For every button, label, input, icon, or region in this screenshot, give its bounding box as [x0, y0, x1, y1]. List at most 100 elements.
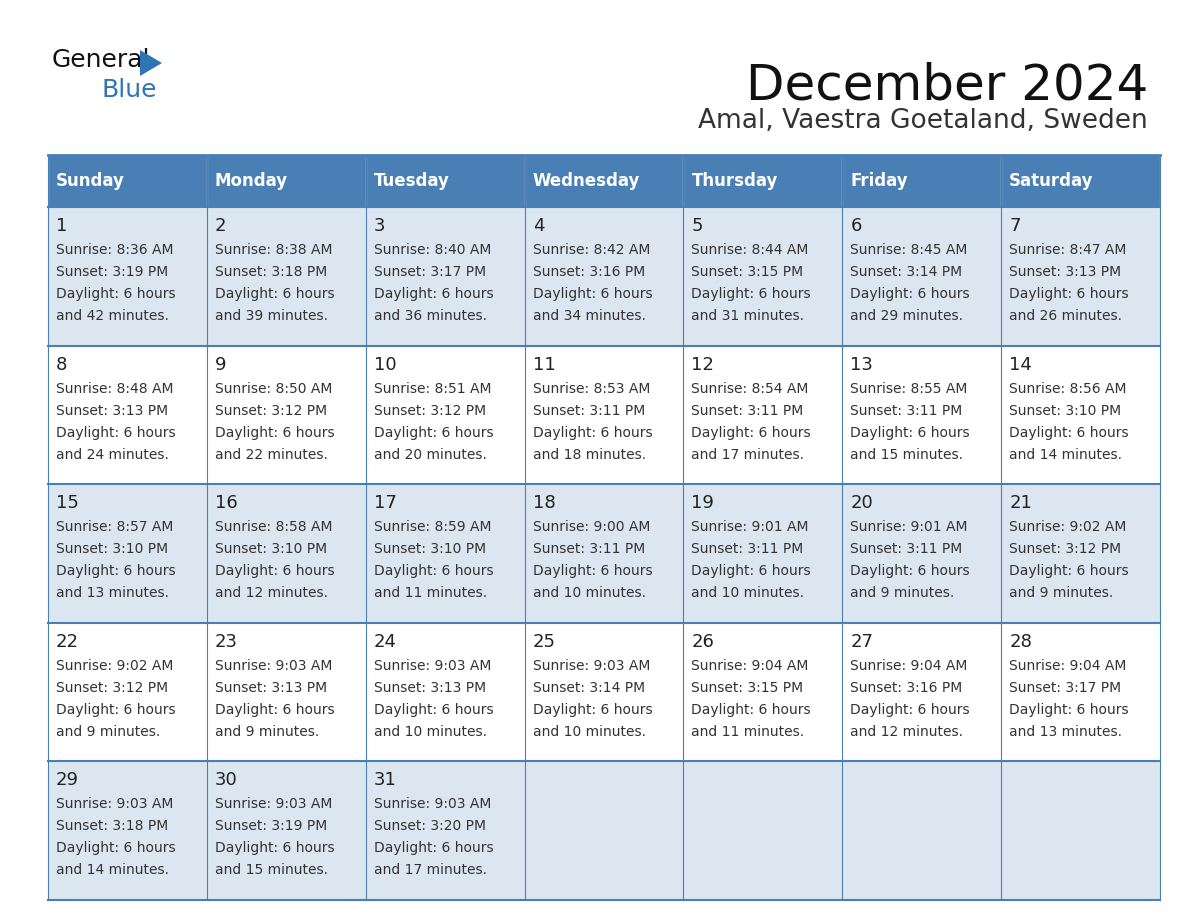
Text: Daylight: 6 hours: Daylight: 6 hours: [56, 287, 176, 301]
Text: 27: 27: [851, 633, 873, 651]
FancyBboxPatch shape: [366, 155, 525, 207]
Text: Sunset: 3:13 PM: Sunset: 3:13 PM: [374, 681, 486, 695]
FancyBboxPatch shape: [683, 345, 842, 484]
Text: Sunset: 3:12 PM: Sunset: 3:12 PM: [56, 681, 169, 695]
Text: Sunrise: 9:03 AM: Sunrise: 9:03 AM: [374, 798, 491, 812]
FancyBboxPatch shape: [842, 484, 1001, 622]
Text: 13: 13: [851, 355, 873, 374]
Text: and 17 minutes.: and 17 minutes.: [374, 864, 487, 878]
Text: Sunset: 3:14 PM: Sunset: 3:14 PM: [851, 265, 962, 279]
Text: Sunrise: 8:50 AM: Sunrise: 8:50 AM: [215, 382, 333, 396]
Text: and 42 minutes.: and 42 minutes.: [56, 309, 169, 323]
Text: Daylight: 6 hours: Daylight: 6 hours: [215, 703, 335, 717]
FancyBboxPatch shape: [1001, 155, 1159, 207]
Text: 25: 25: [532, 633, 556, 651]
Text: Daylight: 6 hours: Daylight: 6 hours: [851, 426, 969, 440]
Text: Sunset: 3:10 PM: Sunset: 3:10 PM: [1009, 404, 1121, 418]
Text: Sunset: 3:15 PM: Sunset: 3:15 PM: [691, 265, 803, 279]
Text: Daylight: 6 hours: Daylight: 6 hours: [374, 426, 493, 440]
Text: Sunrise: 8:42 AM: Sunrise: 8:42 AM: [532, 243, 650, 257]
Text: Sunset: 3:13 PM: Sunset: 3:13 PM: [215, 681, 327, 695]
Text: 31: 31: [374, 771, 397, 789]
FancyBboxPatch shape: [525, 761, 683, 900]
FancyBboxPatch shape: [1001, 207, 1159, 345]
FancyBboxPatch shape: [842, 761, 1001, 900]
Text: Daylight: 6 hours: Daylight: 6 hours: [851, 565, 969, 578]
Text: 5: 5: [691, 217, 703, 235]
Text: Sunrise: 8:55 AM: Sunrise: 8:55 AM: [851, 382, 968, 396]
Text: Daylight: 6 hours: Daylight: 6 hours: [532, 703, 652, 717]
FancyBboxPatch shape: [842, 345, 1001, 484]
Text: and 34 minutes.: and 34 minutes.: [532, 309, 645, 323]
Text: Daylight: 6 hours: Daylight: 6 hours: [1009, 287, 1129, 301]
Text: Sunrise: 8:38 AM: Sunrise: 8:38 AM: [215, 243, 333, 257]
Text: Sunrise: 8:51 AM: Sunrise: 8:51 AM: [374, 382, 491, 396]
Text: 20: 20: [851, 494, 873, 512]
Text: Daylight: 6 hours: Daylight: 6 hours: [374, 703, 493, 717]
FancyBboxPatch shape: [683, 155, 842, 207]
Text: Sunday: Sunday: [56, 172, 125, 190]
FancyBboxPatch shape: [207, 345, 366, 484]
Text: Sunrise: 8:57 AM: Sunrise: 8:57 AM: [56, 521, 173, 534]
Text: Sunset: 3:11 PM: Sunset: 3:11 PM: [851, 404, 962, 418]
Text: and 20 minutes.: and 20 minutes.: [374, 448, 487, 462]
Text: Tuesday: Tuesday: [374, 172, 449, 190]
FancyBboxPatch shape: [207, 622, 366, 761]
Text: and 10 minutes.: and 10 minutes.: [532, 587, 645, 600]
Text: Sunrise: 8:53 AM: Sunrise: 8:53 AM: [532, 382, 650, 396]
Text: Sunset: 3:12 PM: Sunset: 3:12 PM: [215, 404, 327, 418]
Text: 18: 18: [532, 494, 555, 512]
Text: 19: 19: [691, 494, 714, 512]
Text: Wednesday: Wednesday: [532, 172, 640, 190]
Text: 28: 28: [1009, 633, 1032, 651]
Text: Daylight: 6 hours: Daylight: 6 hours: [1009, 565, 1129, 578]
FancyBboxPatch shape: [48, 207, 207, 345]
Text: and 9 minutes.: and 9 minutes.: [56, 725, 160, 739]
FancyBboxPatch shape: [525, 207, 683, 345]
FancyBboxPatch shape: [842, 207, 1001, 345]
Text: and 22 minutes.: and 22 minutes.: [215, 448, 328, 462]
Text: Sunset: 3:17 PM: Sunset: 3:17 PM: [1009, 681, 1121, 695]
Text: Sunset: 3:10 PM: Sunset: 3:10 PM: [374, 543, 486, 556]
Text: Sunrise: 9:02 AM: Sunrise: 9:02 AM: [56, 659, 173, 673]
Text: Sunrise: 9:01 AM: Sunrise: 9:01 AM: [851, 521, 968, 534]
Text: Daylight: 6 hours: Daylight: 6 hours: [691, 703, 811, 717]
Text: Sunrise: 8:45 AM: Sunrise: 8:45 AM: [851, 243, 968, 257]
Text: 4: 4: [532, 217, 544, 235]
Text: Sunrise: 8:54 AM: Sunrise: 8:54 AM: [691, 382, 809, 396]
Text: and 31 minutes.: and 31 minutes.: [691, 309, 804, 323]
FancyBboxPatch shape: [366, 761, 525, 900]
Text: 8: 8: [56, 355, 68, 374]
Text: 10: 10: [374, 355, 397, 374]
Text: Daylight: 6 hours: Daylight: 6 hours: [56, 703, 176, 717]
Text: 9: 9: [215, 355, 227, 374]
Text: Sunrise: 9:03 AM: Sunrise: 9:03 AM: [532, 659, 650, 673]
Text: 12: 12: [691, 355, 714, 374]
Text: Sunset: 3:13 PM: Sunset: 3:13 PM: [56, 404, 169, 418]
Text: Sunrise: 9:04 AM: Sunrise: 9:04 AM: [691, 659, 809, 673]
Text: Daylight: 6 hours: Daylight: 6 hours: [56, 842, 176, 856]
Text: Sunrise: 8:36 AM: Sunrise: 8:36 AM: [56, 243, 173, 257]
FancyBboxPatch shape: [366, 484, 525, 622]
FancyBboxPatch shape: [525, 484, 683, 622]
Text: Friday: Friday: [851, 172, 908, 190]
FancyBboxPatch shape: [525, 622, 683, 761]
Text: Sunrise: 8:56 AM: Sunrise: 8:56 AM: [1009, 382, 1126, 396]
Text: and 10 minutes.: and 10 minutes.: [532, 725, 645, 739]
FancyBboxPatch shape: [207, 207, 366, 345]
FancyBboxPatch shape: [525, 155, 683, 207]
Text: and 10 minutes.: and 10 minutes.: [691, 587, 804, 600]
Text: Saturday: Saturday: [1009, 172, 1094, 190]
Text: 1: 1: [56, 217, 68, 235]
Text: Daylight: 6 hours: Daylight: 6 hours: [374, 565, 493, 578]
Text: and 15 minutes.: and 15 minutes.: [851, 448, 963, 462]
Text: Daylight: 6 hours: Daylight: 6 hours: [691, 565, 811, 578]
Text: 23: 23: [215, 633, 238, 651]
Text: Monday: Monday: [215, 172, 287, 190]
Text: Sunset: 3:18 PM: Sunset: 3:18 PM: [215, 265, 327, 279]
Text: December 2024: December 2024: [746, 62, 1148, 110]
Text: Daylight: 6 hours: Daylight: 6 hours: [691, 426, 811, 440]
Text: Sunrise: 9:03 AM: Sunrise: 9:03 AM: [56, 798, 173, 812]
Text: Daylight: 6 hours: Daylight: 6 hours: [851, 287, 969, 301]
Text: Sunset: 3:16 PM: Sunset: 3:16 PM: [532, 265, 645, 279]
